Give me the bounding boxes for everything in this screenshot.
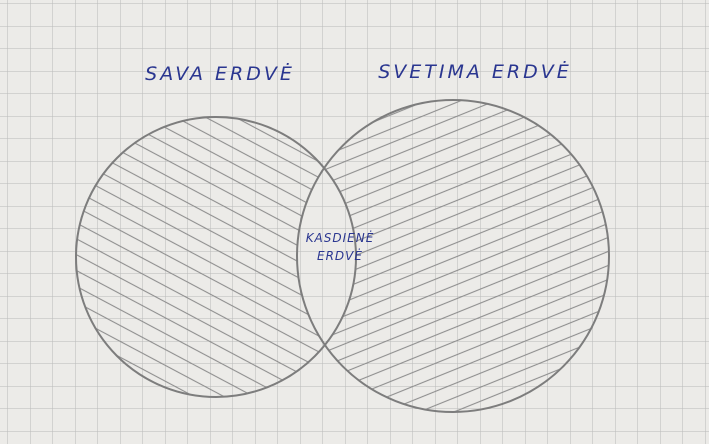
- center-label-line: ERDVĖ: [317, 248, 363, 263]
- right-label: SVETIMA ERDVĖ: [378, 60, 572, 83]
- left-label: SAVA ERDVĖ: [145, 62, 295, 85]
- page: {"labels": {"left": "SAVA ERDVĖ", "right…: [0, 0, 709, 444]
- venn-diagram: SAVA ERDVĖ SVETIMA ERDVĖ KASDIENĖ ERDVĖ: [0, 0, 709, 444]
- center-label-line: KASDIENĖ: [306, 230, 375, 245]
